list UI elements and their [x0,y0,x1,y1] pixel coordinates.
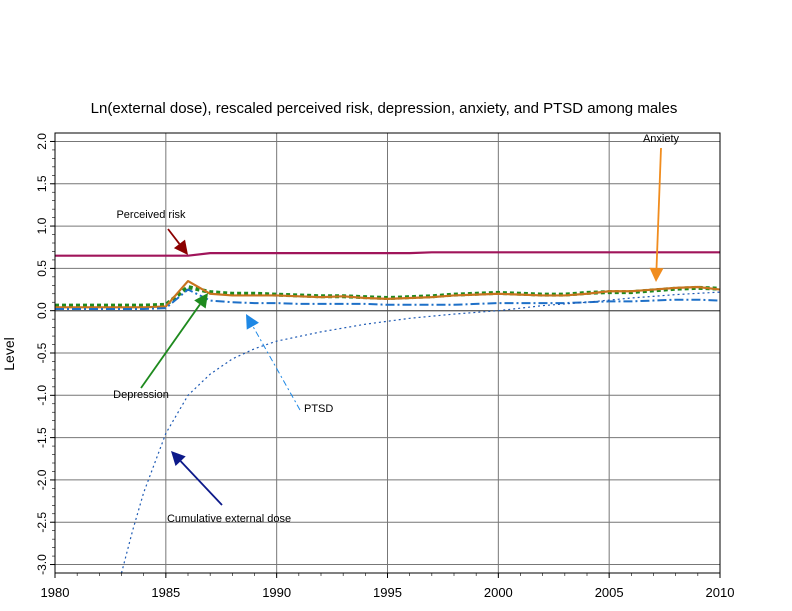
series-line-perceived-risk [55,251,720,257]
y-tick-label: 0.5 [35,260,49,277]
x-tick-label: 2010 [706,585,735,600]
x-tick-label: 2000 [484,585,513,600]
cumulative-external-dose-arrow-line [179,460,223,506]
ptsd-arrow-head [246,314,259,330]
y-axis-label: Level [1,337,17,370]
x-axis: 1980 1985 1990 1995 2000 2005 2010 [41,573,735,600]
y-tick-label: -2.0 [35,469,49,490]
x-tick-label: 1995 [373,585,402,600]
anxiety-arrow-head [649,267,664,282]
plot-area [55,251,721,574]
y-tick-label: -1.0 [35,385,49,406]
anxiety-annotation-label: Anxiety [643,133,680,145]
x-tick-label: 2005 [595,585,624,600]
x-tick-label: 1985 [151,585,180,600]
cumulative-external-dose-arrow-head [171,451,186,466]
series-line-anxiety [55,279,721,309]
x-tick-label: 1990 [262,585,291,600]
depression-arrow-head [194,293,208,309]
y-tick-label: -0.5 [35,342,49,363]
perceived-risk-arrow-line [167,228,181,245]
annotations: Perceived risk Anxiety Depression PTSD Cumul… [113,133,679,525]
depression-arrow-line [140,303,201,389]
grid [54,133,721,573]
x-tick-label: 1980 [41,585,70,600]
y-tick-label: 1.5 [35,175,49,192]
perceived-risk-arrow-head [173,239,188,255]
y-tick-label: -1.5 [35,427,49,448]
y-tick-label: 0.0 [35,302,49,319]
perceived-risk-annotation-label: Perceived risk [116,209,186,221]
chart-title: Ln(external dose), rescaled perceived ri… [91,100,678,117]
ptsd-arrow-line [252,325,301,411]
y-tick-label: -3.0 [35,554,49,575]
y-tick-label: 1.0 [35,217,49,234]
anxiety-arrow-line [655,147,662,269]
series-line-cumulative-external-dose [120,291,721,574]
y-axis: -3.0 -2.5 -2.0 -1.5 -1.0 -0.5 0.0 0.5 1.0 1.5 2.0 [35,133,55,575]
ptsd-annotation-label: PTSD [304,403,333,415]
depression-annotation-label: Depression [113,389,169,401]
cumulative-external-dose-annotation-label: Cumulative external dose [167,513,291,525]
y-tick-label: -2.5 [35,512,49,533]
series-line-ptsd [55,288,721,310]
y-tick-label: 2.0 [35,133,49,150]
